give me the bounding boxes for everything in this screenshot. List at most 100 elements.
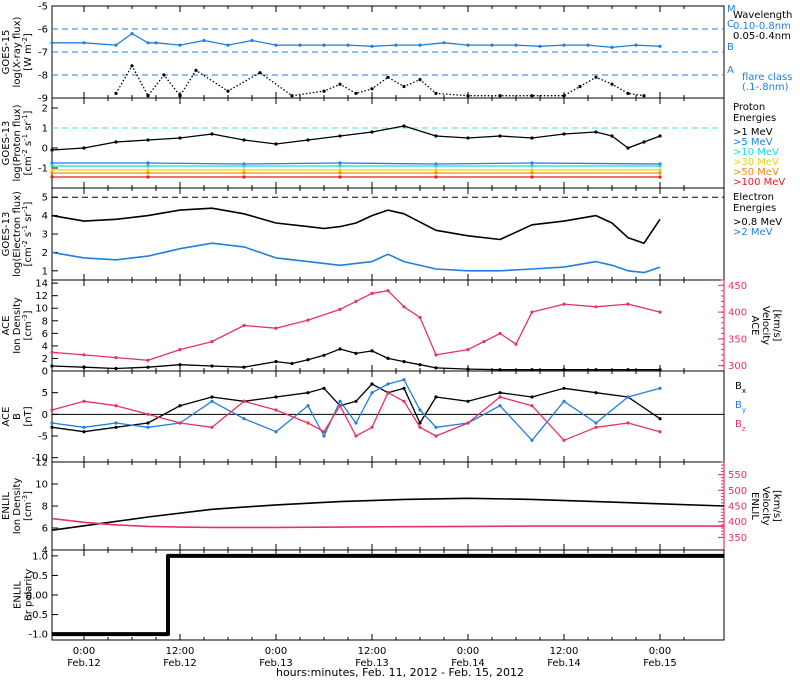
y-tick-label: 5 <box>42 388 48 399</box>
data-point <box>562 94 566 98</box>
date-tick-label: Feb.13 <box>355 658 389 669</box>
data-point <box>338 307 342 311</box>
data-point <box>82 41 86 45</box>
data-point <box>346 43 350 47</box>
y-tick-label: 8 <box>42 502 48 513</box>
data-point <box>114 91 118 95</box>
y-tick-label: -7 <box>38 48 48 59</box>
data-point <box>250 38 254 43</box>
y-tick-label: -0.5 <box>28 610 48 621</box>
data-point <box>626 421 630 425</box>
data-point <box>658 44 662 48</box>
legend-note: (.1-.8nm) <box>742 82 789 93</box>
data-point <box>610 82 614 86</box>
data-point <box>338 399 342 403</box>
series-0-8-MeV <box>51 207 661 244</box>
data-point <box>658 310 662 314</box>
date-tick-label: Feb.14 <box>451 658 485 669</box>
right-y-tick-label: 400 <box>728 517 747 528</box>
date-tick-label: Feb.13 <box>259 658 293 669</box>
data-point <box>658 386 662 390</box>
data-point <box>146 168 150 172</box>
data-point <box>658 417 662 421</box>
data-point <box>82 425 86 429</box>
y-tick-label: -5 <box>38 2 48 13</box>
data-point <box>242 175 246 179</box>
y-axis-label: [cm-2 s-1 sr-1] <box>21 110 34 175</box>
data-point <box>50 175 54 179</box>
series-0-10-0-8nm <box>52 32 661 49</box>
data-point <box>194 68 198 72</box>
data-point <box>402 360 406 364</box>
data-point <box>50 161 54 165</box>
data-point <box>530 395 534 399</box>
y-tick-label: -8 <box>38 71 48 82</box>
data-point <box>242 417 246 421</box>
y-axis-label: Ion Density <box>12 297 23 354</box>
data-point <box>226 89 230 93</box>
data-point <box>434 175 438 179</box>
panel-electron: 1 2 3 4 5 GOES-13 log(Electron flux) [cm-2 s-1 … <box>1 187 782 281</box>
data-point <box>594 75 598 79</box>
data-point <box>178 43 182 47</box>
y-tick-label: 10 <box>35 304 48 315</box>
y-tick-label: 0 <box>42 367 48 378</box>
data-point <box>626 146 630 150</box>
data-point <box>242 164 246 168</box>
data-point <box>306 404 310 408</box>
right-y-tick-label: 450 <box>728 502 747 513</box>
y-tick-label: 5 <box>42 193 48 204</box>
data-point <box>370 382 374 386</box>
time-tick-label: 12:00 <box>358 646 387 657</box>
data-point <box>114 356 118 360</box>
data-point <box>178 421 182 425</box>
data-point <box>146 94 150 98</box>
legend-title: Energies <box>733 113 776 124</box>
data-point <box>162 73 166 77</box>
data-point <box>178 136 182 140</box>
data-point <box>50 425 54 429</box>
right-y-tick-label: 400 <box>728 308 747 319</box>
data-point <box>274 395 278 399</box>
data-point <box>306 318 310 322</box>
data-point <box>530 161 534 165</box>
y-tick-label: 0 <box>42 410 48 421</box>
series-polarity <box>52 553 724 637</box>
data-point <box>306 358 310 362</box>
data-point <box>50 168 54 172</box>
legend-entry: >100 MeV <box>733 177 785 188</box>
legend-entry: >10 MeV <box>733 147 779 158</box>
data-point <box>370 391 374 395</box>
data-point <box>306 138 310 142</box>
data-point <box>610 45 614 50</box>
data-point <box>530 404 534 408</box>
legend-entry: >50 MeV <box>733 167 779 178</box>
data-point <box>658 430 662 434</box>
y-tick-label: 0 <box>42 144 48 155</box>
y-tick-label: 6 <box>42 329 48 340</box>
data-point <box>466 421 470 425</box>
data-point <box>146 138 150 142</box>
data-point <box>418 315 422 320</box>
right-y-tick-label: 300 <box>728 361 747 372</box>
data-point <box>370 291 374 295</box>
data-point <box>50 364 54 368</box>
y-tick-label: 14 <box>35 279 48 290</box>
data-point <box>298 43 302 47</box>
right-axis-label: ENLIL <box>749 492 760 520</box>
data-point <box>354 434 358 438</box>
date-tick-label: Feb.15 <box>643 658 677 669</box>
data-point <box>594 130 598 134</box>
data-point <box>466 399 470 403</box>
data-point <box>626 302 630 306</box>
data-point <box>50 421 54 425</box>
data-point <box>146 425 150 429</box>
data-point <box>258 71 262 75</box>
data-point <box>434 434 438 438</box>
data-point <box>242 138 246 142</box>
data-point <box>114 140 118 144</box>
y-tick-label: 6 <box>42 524 48 535</box>
legend-entry: Bx <box>735 381 746 395</box>
